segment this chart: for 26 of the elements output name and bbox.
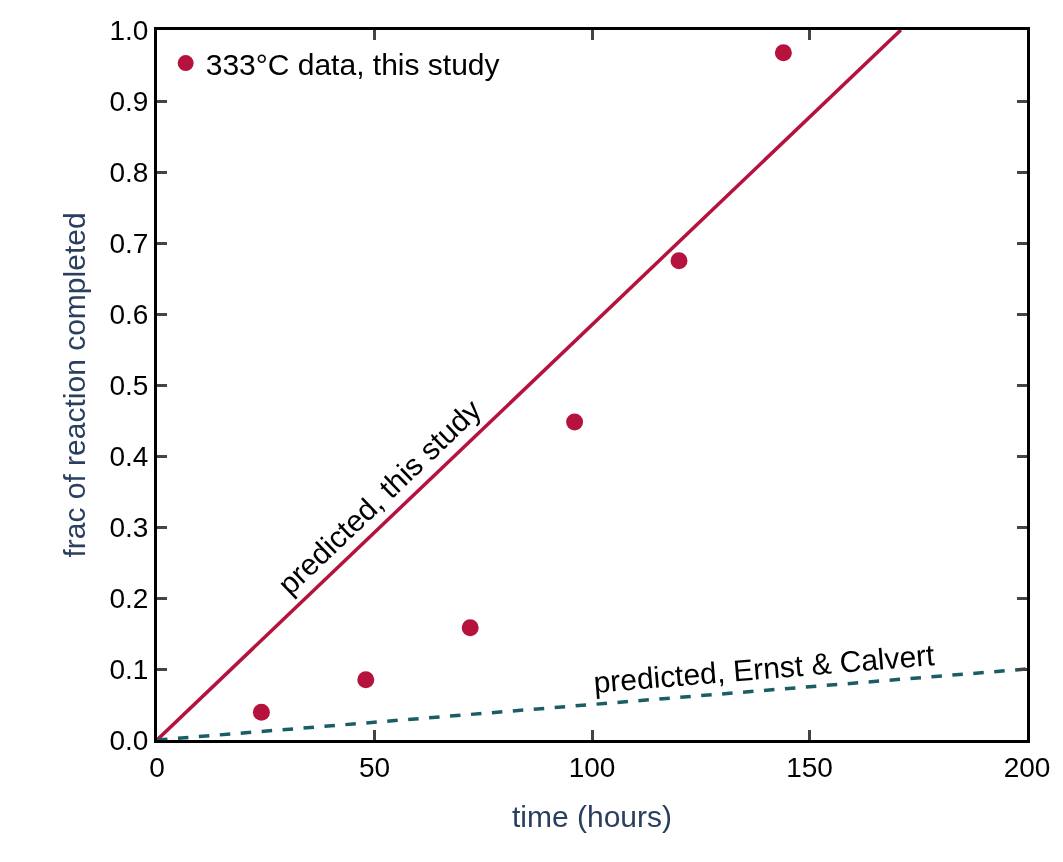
point	[252, 703, 270, 721]
y-tick-label: 0.6	[109, 298, 149, 330]
point	[566, 413, 584, 431]
y-tick-label: 1.0	[109, 14, 149, 46]
y-tick-label: 0.7	[109, 227, 149, 259]
x-tick-label: 50	[358, 751, 391, 783]
x-tick-label: 100	[568, 751, 616, 783]
x-tick-label: 150	[786, 751, 833, 783]
y-tick-label: 0.1	[109, 653, 149, 685]
series-label: predicted, Ernst & Calvert	[592, 638, 937, 699]
legend-label: 333°C data, this study	[205, 47, 500, 81]
point	[357, 671, 375, 689]
point	[774, 44, 792, 62]
point	[461, 619, 479, 637]
x-tick-label: 0	[149, 751, 165, 783]
y-tick-label: 0.3	[109, 511, 149, 543]
y-tick-label: 0.5	[109, 369, 149, 401]
y-tick-label: 0.0	[109, 724, 149, 756]
y-tick-label: 0.8	[109, 156, 149, 188]
x-tick-label: 200	[1003, 751, 1051, 783]
x-axis-title: time (hours)	[511, 800, 673, 834]
y-tick-label: 0.2	[109, 582, 149, 614]
y-tick-label: 0.9	[109, 85, 149, 117]
point	[670, 252, 688, 270]
y-axis-title: frac of reaction completed	[58, 212, 92, 558]
y-tick-label: 0.4	[109, 440, 149, 472]
